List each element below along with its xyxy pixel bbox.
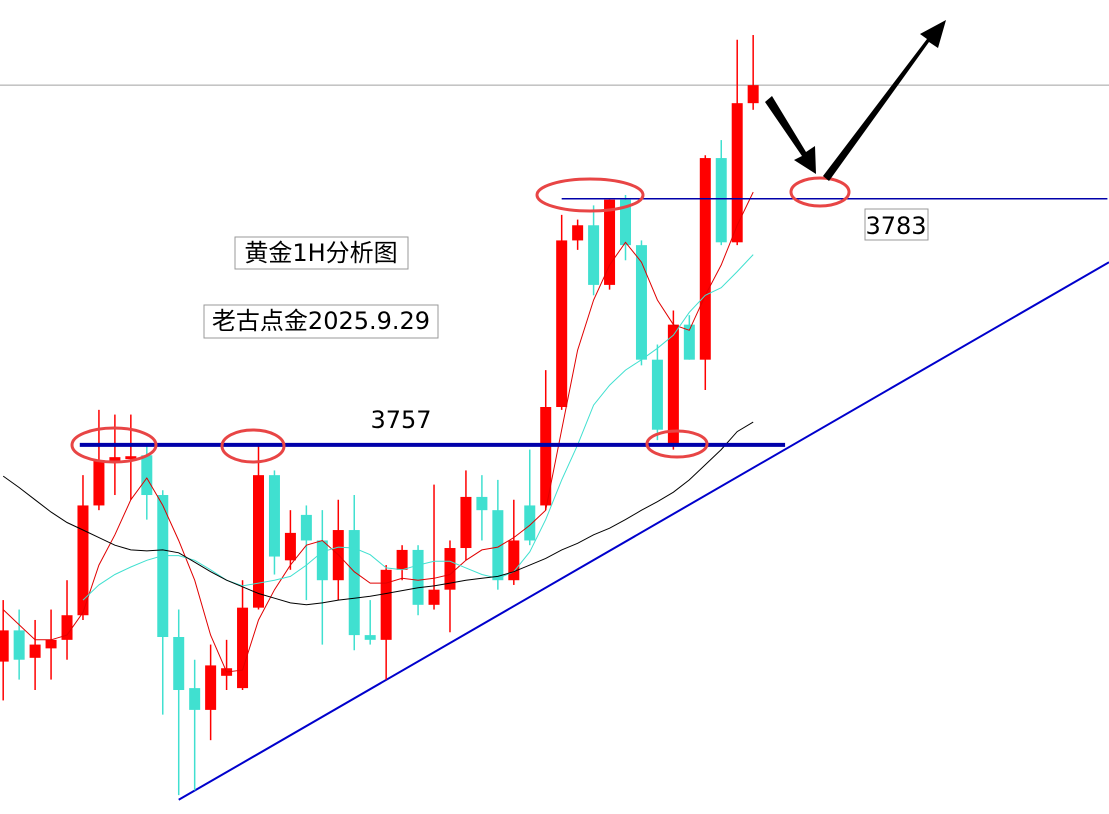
candle-body — [77, 505, 89, 616]
trendline — [178, 261, 1109, 801]
arrow-down — [765, 96, 816, 174]
candle-body — [620, 199, 632, 246]
candle-body — [189, 688, 201, 710]
candle-body — [524, 505, 536, 541]
subtitle-box — [203, 304, 439, 339]
candle-body — [237, 607, 249, 689]
chart-subtitle: 老古点金2025.9.29 — [212, 307, 430, 335]
candle-body — [444, 548, 456, 590]
candle-body — [300, 514, 312, 541]
candle-body — [588, 225, 600, 285]
highlight-ring — [220, 428, 286, 464]
candle-body — [508, 540, 520, 581]
candle-body — [253, 475, 265, 608]
candle-body — [205, 665, 217, 710]
candle-body — [45, 639, 57, 649]
candle-body — [572, 225, 584, 241]
candle-body — [348, 530, 360, 636]
candle-body — [604, 199, 616, 285]
level-label-box — [864, 208, 929, 241]
candle-body — [412, 549, 424, 605]
moving-average — [2, 191, 754, 673]
candle-body — [29, 644, 41, 658]
candle-body — [635, 245, 647, 360]
candle-body — [460, 496, 472, 549]
candle-body — [556, 240, 568, 407]
candle-body — [125, 456, 137, 460]
candle-body — [157, 495, 169, 638]
candle-body — [268, 475, 280, 557]
candle-body — [109, 457, 121, 463]
candle-body — [13, 630, 25, 660]
candle-body — [540, 407, 552, 506]
candle-body — [364, 635, 376, 640]
highlight-ring — [70, 426, 158, 464]
candle-body — [380, 569, 392, 640]
highlight-ring — [535, 177, 645, 213]
candle-body — [284, 532, 296, 561]
candle-body — [61, 615, 73, 640]
moving-average — [82, 254, 754, 601]
candle-body — [683, 324, 695, 360]
candle-body — [747, 85, 759, 104]
level-label: 3783 — [865, 212, 926, 240]
arrow-up — [823, 20, 946, 181]
highlight-ring — [789, 176, 851, 208]
candle-body — [316, 540, 328, 581]
moving-average — [2, 421, 754, 606]
candle-body — [699, 158, 711, 360]
candle-body — [0, 630, 9, 662]
highlight-ring — [645, 429, 709, 459]
candle-body — [93, 460, 105, 506]
candle-body — [428, 589, 440, 605]
candle-body — [141, 455, 153, 496]
candle-body — [667, 324, 679, 445]
candle-body — [715, 158, 727, 243]
candle-body — [396, 549, 408, 570]
candle-body — [492, 510, 504, 581]
title-box — [234, 236, 409, 270]
chart-title: 黄金1H分析图 — [244, 239, 397, 267]
candle-body — [651, 359, 663, 430]
level-label: 3757 — [370, 406, 431, 434]
candle-body — [476, 496, 488, 511]
candle-body — [173, 637, 185, 691]
candle-body — [731, 103, 743, 243]
